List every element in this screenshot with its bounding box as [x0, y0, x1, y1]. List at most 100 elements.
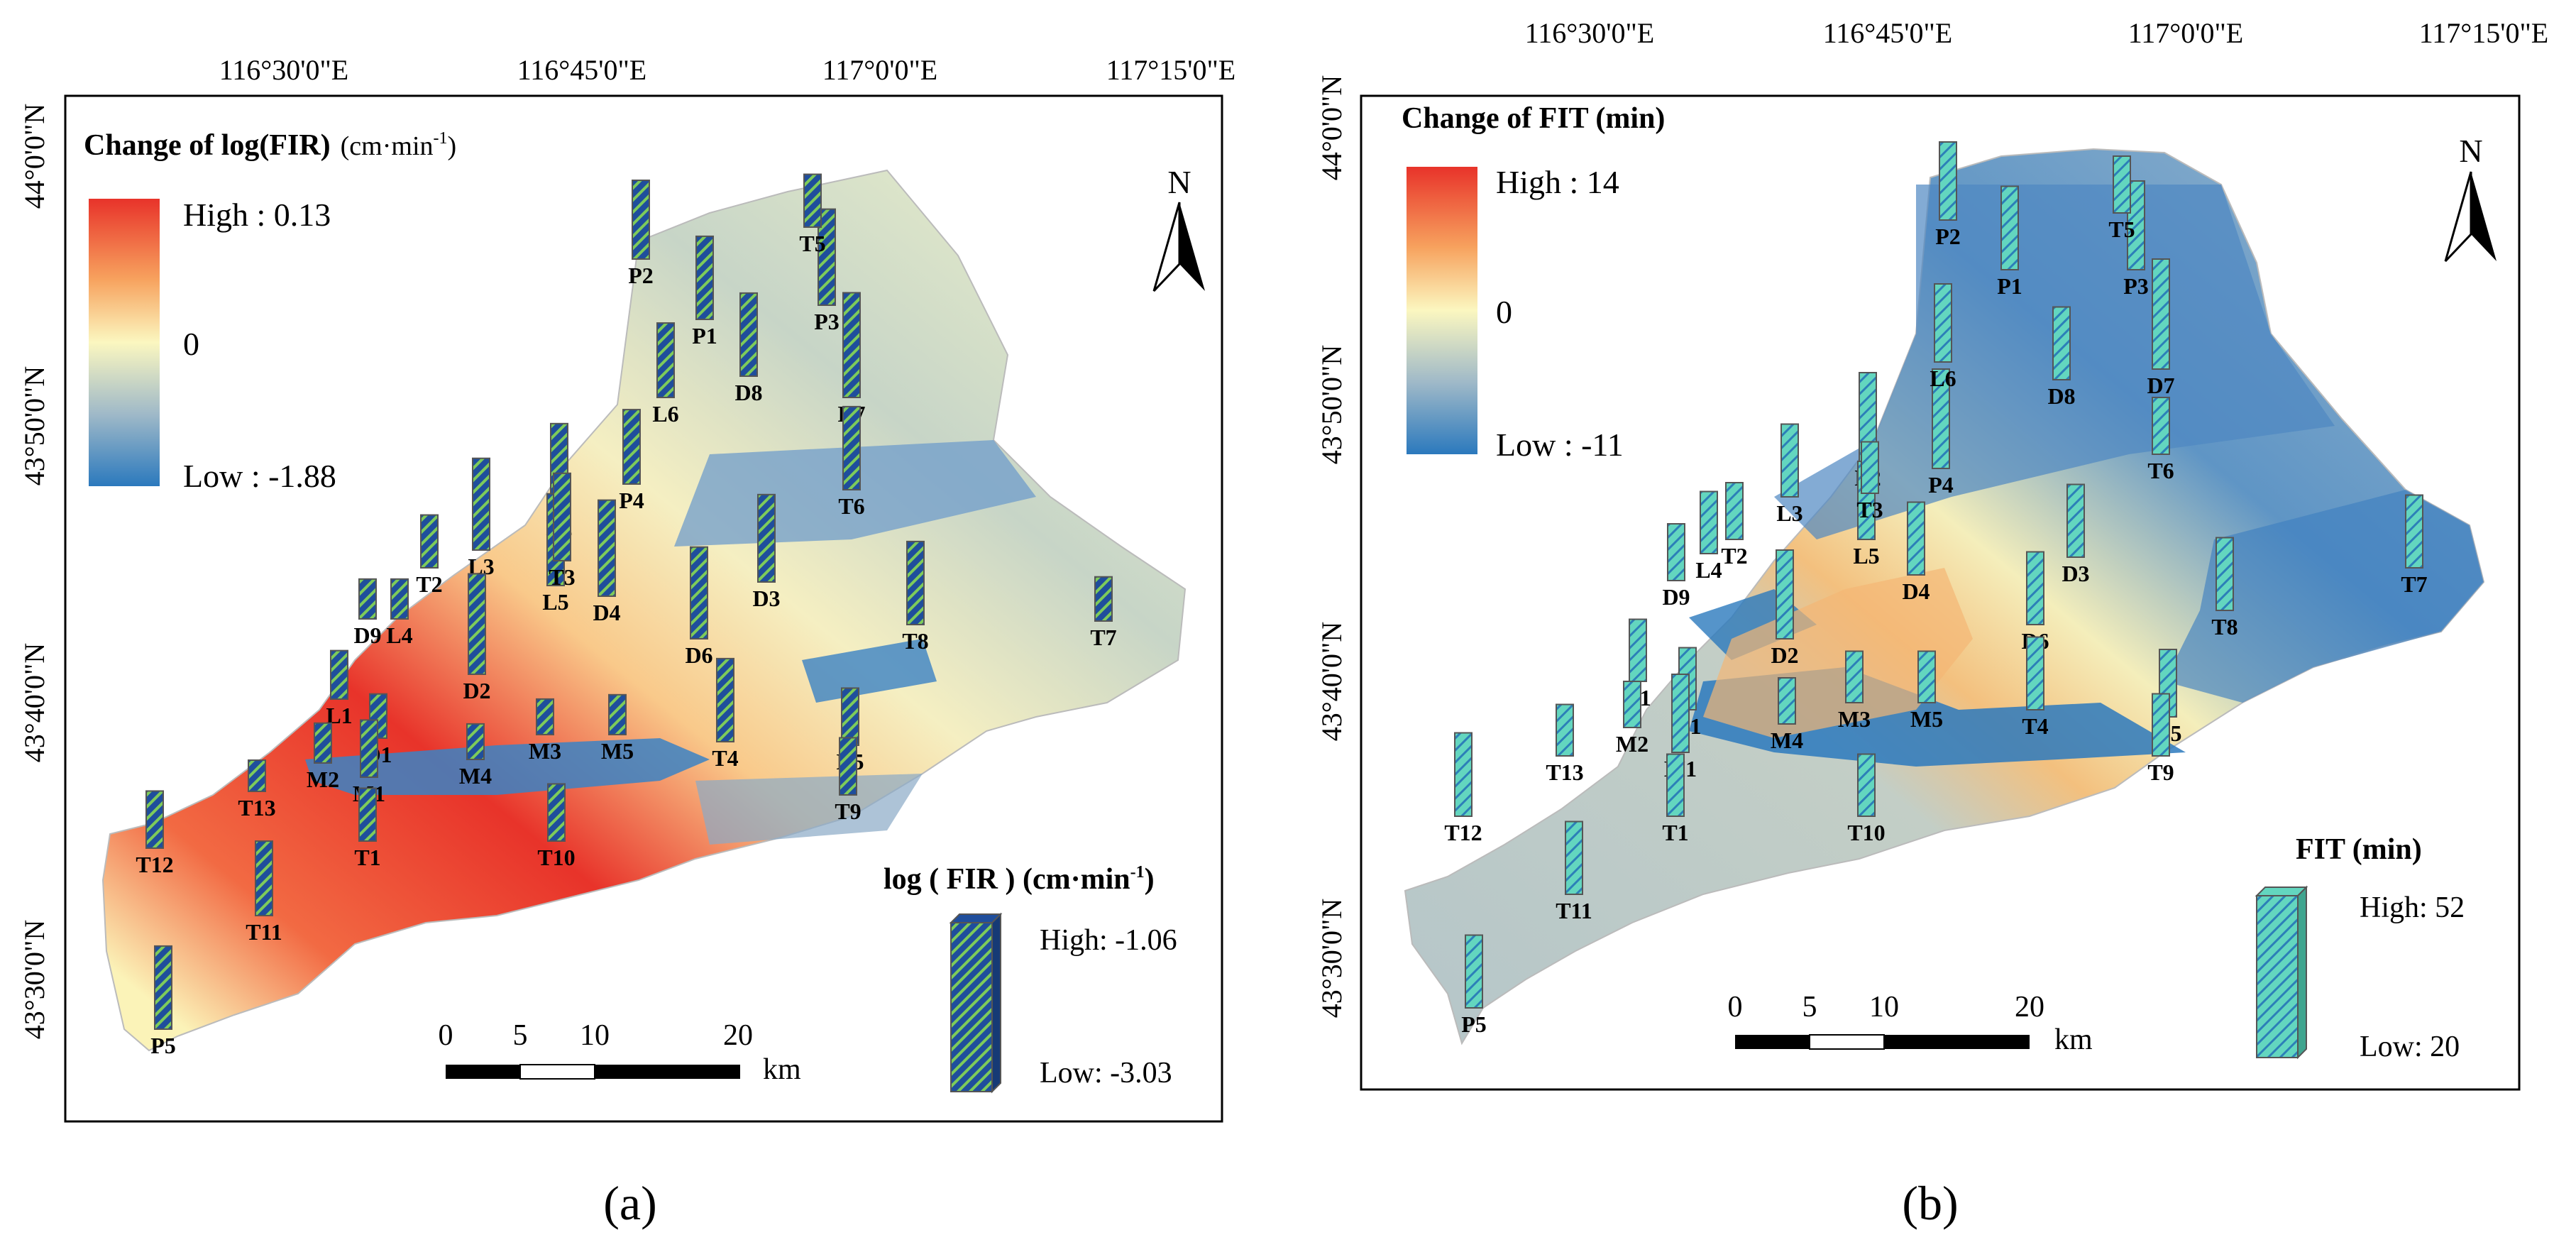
site-bar-d2: [1776, 549, 1794, 640]
site-bar-m4: [1778, 677, 1796, 725]
x-tick-a-4: 117°15'0"E: [1106, 54, 1235, 86]
site-bar-l1: [1629, 618, 1647, 682]
y-tick-b-3: 43°40'0"N: [1316, 622, 1348, 741]
site-label-p4: P4: [619, 488, 644, 513]
site-label-t7: T7: [2401, 571, 2427, 597]
site-bar-t6: [2152, 397, 2170, 455]
y-tick-a-3: 43°40'0"N: [18, 643, 50, 762]
site-bar-p5: [154, 945, 172, 1031]
north-arrow-icon: N: [2444, 133, 2497, 263]
site-label-m4: M4: [459, 763, 492, 789]
site-label-l4: L4: [386, 622, 412, 648]
site-label-t5: T5: [799, 231, 825, 256]
bar-legend-title-b: FIT (min): [2296, 833, 2422, 866]
site-bar-t3: [553, 472, 571, 561]
svg-text:20: 20: [723, 1019, 753, 1052]
site-label-p1: P1: [692, 323, 717, 348]
site-bar-t4: [716, 657, 734, 742]
site-label-d8: D8: [2047, 383, 2075, 409]
site-label-m5: M5: [601, 738, 634, 764]
site-label-t3: T3: [549, 564, 575, 590]
panel-b: 116°30'0"E 116°45'0"E 117°0'0"E 117°15'0…: [1316, 17, 2548, 1230]
svg-text:km: km: [2054, 1023, 2093, 1056]
site-label-t12: T12: [1444, 820, 1482, 845]
x-tick-a-2: 116°45'0"E: [517, 54, 646, 86]
site-label-t13: T13: [238, 795, 275, 820]
site-bar-m5: [1917, 650, 1936, 703]
site-bar-m1: [360, 719, 378, 779]
site-bar-m2: [314, 722, 332, 764]
site-bar-d9: [358, 578, 377, 620]
warm-zone-b: [1703, 568, 1973, 738]
svg-text:0: 0: [439, 1019, 453, 1052]
bar-low-label-b: Low: 20: [2360, 1031, 2460, 1063]
sites-layer-a: P1P2P3P4P5L1L2L3L4L5L6D1D2D3D4D5D6D7D8D9…: [136, 173, 1117, 1058]
site-label-d6: D6: [685, 642, 712, 668]
site-label-p4: P4: [1928, 472, 1954, 498]
site-label-p5: P5: [150, 1033, 176, 1058]
site-label-t9: T9: [835, 798, 861, 824]
site-bar-t4: [2026, 636, 2044, 710]
site-bar-t1: [1666, 753, 1685, 817]
site-label-t5: T5: [2108, 216, 2135, 242]
site-bar-t5: [2113, 155, 2131, 214]
site-label-d3: D3: [752, 586, 780, 611]
site-label-d3: D3: [2062, 561, 2089, 586]
svg-text:10: 10: [1869, 991, 1899, 1023]
svg-text:N: N: [2459, 133, 2482, 169]
y-tick-b-4: 43°30'0"N: [1316, 899, 1348, 1018]
site-bar-d6: [2026, 551, 2044, 625]
svg-text:5: 5: [513, 1019, 528, 1052]
site-label-l6: L6: [1930, 366, 1956, 391]
site-bar-d8: [2052, 306, 2071, 380]
site-label-t10: T10: [1847, 820, 1885, 845]
site-bar-t6: [842, 405, 861, 490]
bar-legend-sample-b: [2256, 895, 2299, 1058]
site-bar-m4: [466, 723, 485, 761]
blue-zone-a3: [695, 774, 923, 845]
site-label-m2: M2: [307, 767, 339, 792]
site-label-d2: D2: [463, 678, 490, 703]
ramp-low-label-b: Low : -11: [1496, 427, 1624, 463]
site-bar-m2: [1623, 681, 1641, 728]
site-bar-l4: [1700, 490, 1718, 554]
site-label-d9: D9: [1662, 584, 1690, 610]
site-label-p2: P2: [628, 263, 654, 288]
site-label-l5: L5: [1853, 543, 1879, 569]
site-bar-m5: [608, 693, 627, 736]
site-bar-t9: [2152, 693, 2170, 757]
site-bar-m1: [1671, 674, 1690, 753]
site-bar-t10: [1857, 753, 1876, 817]
site-label-t10: T10: [537, 845, 575, 870]
site-label-t1: T1: [354, 845, 380, 870]
ramp-low-label-a: Low : -1.88: [183, 458, 336, 494]
site-bar-l3: [1780, 423, 1799, 498]
ramp-zero-label-a: 0: [183, 326, 199, 362]
x-tick-a-1: 116°30'0"E: [219, 54, 348, 86]
site-label-t1: T1: [1662, 820, 1688, 845]
site-bar-d4: [598, 499, 616, 597]
x-tick-a-3: 117°0'0"E: [822, 54, 937, 86]
site-bar-t13: [1556, 703, 1574, 757]
site-bar-p1: [695, 235, 714, 320]
panel-a: 116°30'0"E 116°45'0"E 117°0'0"E 117°15'0…: [18, 54, 1235, 1230]
site-bar-p4: [622, 409, 641, 485]
site-label-t11: T11: [1556, 898, 1592, 923]
site-bar-t2: [420, 514, 439, 569]
site-label-t12: T12: [136, 852, 173, 877]
y-tick-a-1: 44°0'0"N: [18, 104, 50, 209]
ramp-high-label-a: High : 0.13: [183, 197, 331, 233]
site-bar-p2: [632, 179, 650, 260]
bar-legend-title-a: log ( FIR ) (cm·min-1): [884, 863, 1155, 896]
site-bar-l6: [656, 322, 675, 398]
site-label-t13: T13: [1546, 759, 1583, 785]
site-bar-t11: [255, 840, 273, 917]
x-tick-b-4: 117°15'0"E: [2419, 17, 2548, 49]
site-label-l4: L4: [1695, 557, 1722, 583]
site-label-p3: P3: [814, 309, 840, 334]
site-label-p3: P3: [2123, 273, 2149, 299]
site-label-d4: D4: [1902, 578, 1930, 604]
svg-text:km: km: [763, 1053, 801, 1086]
blue-zone-b-right: [2164, 490, 2484, 703]
